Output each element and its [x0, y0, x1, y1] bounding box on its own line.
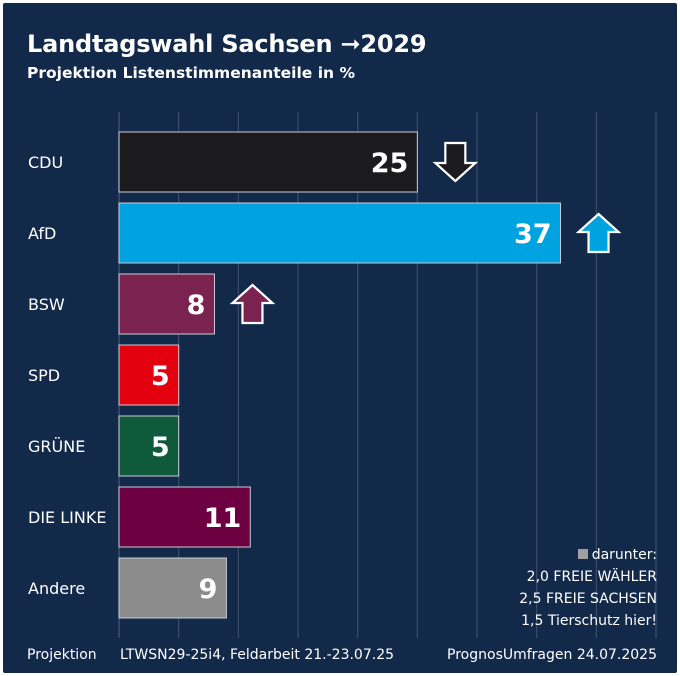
chart-title: Landtagswahl Sachsen ➞2029 [27, 30, 427, 58]
category-label: DIE LINKE [28, 508, 106, 527]
bar-value-label: 37 [514, 219, 552, 250]
category-label: Andere [28, 579, 85, 598]
category-label: AfD [28, 224, 56, 243]
footer-date: PrognosUmfragen 24.07.2025 [447, 647, 657, 663]
bar-value-label: 9 [199, 574, 218, 605]
chart-panel [3, 3, 677, 673]
footer-source: LTWSN29-25i4, Feldarbeit 21.-23.07.25 [120, 647, 395, 663]
bar-value-label: 8 [187, 290, 206, 321]
bar-value-label: 11 [204, 503, 242, 534]
bar-value-label: 5 [151, 361, 170, 392]
bar-die-linke [118, 486, 251, 548]
note-line-2: 2,5 FREIE SACHSEN [519, 591, 657, 607]
trend-up-arrow-icon [575, 212, 622, 254]
category-label: GRÜNE [28, 437, 85, 456]
bar-value-label: 25 [371, 148, 409, 179]
note-line-0: darunter: [519, 544, 657, 566]
note-line-1: 2,0 FREIE WÄHLER [526, 569, 657, 585]
bar-andere [118, 557, 227, 619]
bar-grüne [118, 415, 180, 477]
bar-cdu [118, 131, 418, 193]
trend-up-arrow-icon [229, 283, 276, 325]
footer-left: Projektion [27, 647, 97, 663]
note-line-3: 1,5 Tierschutz hier! [521, 613, 657, 629]
andere-swatch [577, 549, 588, 559]
trend-down-arrow-icon [432, 141, 479, 183]
bar-bsw [118, 273, 215, 335]
category-label: BSW [28, 295, 65, 314]
bar-spd [118, 344, 180, 406]
chart-subtitle: Projektion Listenstimmenanteile in % [27, 64, 355, 82]
bar-afd [118, 202, 562, 264]
others-breakdown-note: darunter: 2,0 FREIE WÄHLER 2,5 FREIE SAC… [519, 544, 657, 632]
category-label: CDU [28, 153, 63, 172]
category-label: SPD [28, 366, 60, 385]
bar-value-label: 5 [151, 432, 170, 463]
